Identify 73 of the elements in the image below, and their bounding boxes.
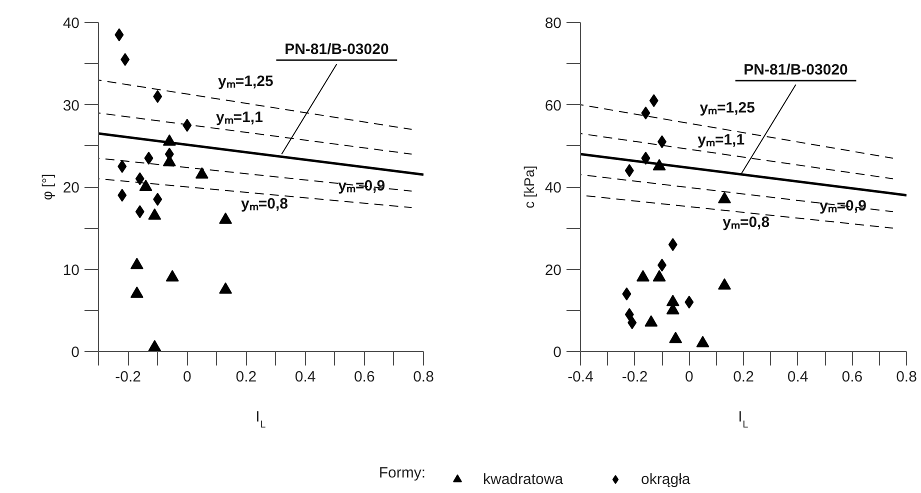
- point: [166, 270, 179, 282]
- x-tick-label: 0.8: [896, 368, 917, 386]
- x-tick-label: -0.4: [568, 368, 594, 386]
- annotation: yₘ=1,25: [218, 72, 274, 90]
- point: [135, 172, 144, 186]
- point: [114, 28, 124, 42]
- annotation: yₘ=0,9: [819, 197, 866, 214]
- point: [636, 270, 650, 282]
- y-tick-label: 20: [62, 180, 80, 196]
- point: [718, 278, 731, 290]
- annotation: PN-81/B-03020: [744, 62, 848, 79]
- y-tick-label: 40: [62, 15, 80, 32]
- point: [148, 340, 162, 352]
- point: [130, 258, 144, 270]
- point: [144, 152, 154, 165]
- legend-title: Formy:: [378, 464, 426, 482]
- x-tick-label: 0.6: [354, 368, 375, 386]
- point: [130, 286, 144, 298]
- point: [219, 282, 232, 294]
- point: [135, 205, 144, 218]
- point: [652, 270, 666, 282]
- point: [696, 336, 710, 348]
- point: [153, 192, 162, 206]
- legend-label: okrągła: [641, 470, 690, 488]
- y-tick-label: 0: [71, 344, 80, 361]
- annotation: PN-81/B-03020: [284, 41, 389, 58]
- point: [118, 160, 127, 173]
- annotation: yₘ=0,8: [241, 196, 288, 213]
- point: [644, 315, 658, 327]
- annotation: yₘ=1,1: [698, 131, 745, 148]
- annotation: yₘ=1,1: [216, 108, 263, 126]
- x-tick-label: 0.4: [787, 368, 808, 386]
- point: [666, 294, 680, 306]
- y-tick-label: 0: [553, 344, 562, 361]
- y-tick-label: 60: [544, 97, 562, 114]
- point: [195, 167, 208, 179]
- annotation: yₘ=0,9: [338, 177, 386, 194]
- y-tick-label: 30: [62, 97, 80, 114]
- x-tick-label: 0.2: [236, 368, 257, 386]
- point: [684, 296, 694, 309]
- x-tick-label: 0.6: [842, 368, 863, 386]
- point: [622, 287, 632, 300]
- x-tick-label: 0: [182, 368, 192, 386]
- x-tick-label: 0: [684, 368, 694, 386]
- annotation: yₘ=1,25: [700, 99, 755, 116]
- point: [649, 94, 658, 108]
- point: [718, 192, 731, 204]
- y-tick-label: 20: [544, 262, 562, 279]
- point: [139, 180, 152, 191]
- point: [153, 90, 162, 104]
- point: [641, 106, 650, 120]
- point: [668, 238, 678, 252]
- point: [120, 53, 130, 66]
- x-tick-label: 0.4: [294, 368, 316, 386]
- x-tick-label: 0.2: [733, 368, 754, 386]
- legend-label: kwadratowa: [483, 470, 564, 488]
- point: [219, 212, 232, 224]
- y-tick-label: 40: [544, 180, 562, 196]
- point: [628, 316, 637, 330]
- y-tick-label: 10: [62, 262, 80, 279]
- point: [118, 188, 127, 202]
- y-axis-title: c [kPa]: [520, 166, 537, 208]
- x-tick-label: -0.2: [115, 368, 141, 386]
- y-axis-title: φ [°]: [38, 174, 55, 200]
- point: [669, 332, 682, 344]
- y-tick-label: 80: [544, 15, 562, 32]
- point: [624, 164, 634, 178]
- x-tick-label: 0.8: [413, 368, 434, 386]
- x-tick-label: -0.2: [622, 368, 648, 386]
- point: [182, 118, 192, 132]
- point: [624, 308, 634, 321]
- point: [148, 208, 162, 220]
- annotation: yₘ=0,8: [722, 214, 770, 232]
